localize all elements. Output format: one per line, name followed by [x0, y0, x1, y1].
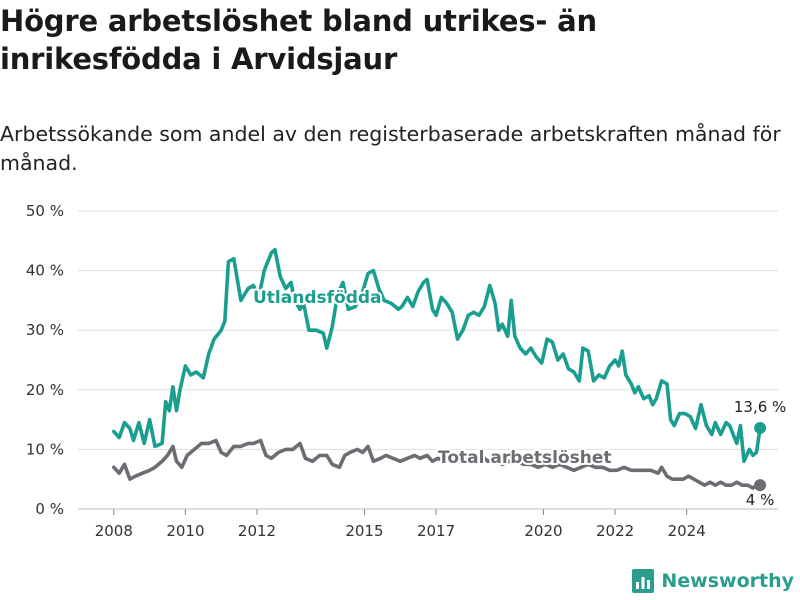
- chart-subtitle: Arbetssökande som andel av den registerb…: [0, 122, 781, 175]
- end-label-total: 4 %: [746, 491, 775, 509]
- brand-name: Newsworthy: [661, 570, 794, 592]
- y-tick-label: 30 %: [26, 321, 64, 339]
- y-tick-label: 40 %: [26, 262, 64, 280]
- y-tick-label: 20 %: [26, 381, 64, 399]
- x-tick-label: 2012: [238, 522, 276, 540]
- series-end-marker: [754, 421, 767, 434]
- series-layer: [112, 247, 767, 492]
- bar-chart-logo-icon: [632, 569, 655, 593]
- series-label-foreign-born-halo: Utlandsfödda: [253, 288, 382, 308]
- series-label-total: Total arbetslöshet: [438, 448, 612, 468]
- series-label-foreign-born: Utlandsfödda: [253, 288, 382, 308]
- x-tick-label: 2008: [95, 522, 133, 540]
- y-tick-label: 10 %: [26, 440, 64, 458]
- x-tick-label: 2010: [166, 522, 204, 540]
- y-tick-label: 50 %: [26, 202, 64, 220]
- series-line-foreign-born: [112, 247, 762, 464]
- x-axis: 2008 2010 2012 2015 2017 2020 2022 2024: [95, 509, 706, 540]
- y-tick-label: 0 %: [35, 500, 64, 518]
- end-label-foreign-born: 13,6 %: [734, 398, 786, 416]
- series-label-total-halo: Total arbetslöshet: [438, 448, 612, 468]
- x-tick-label: 2022: [596, 522, 634, 540]
- x-tick-label: 2015: [345, 522, 383, 540]
- x-tick-label: 2024: [668, 522, 706, 540]
- x-tick-label: 2020: [524, 522, 562, 540]
- line-chart: 0 % 10 % 20 % 30 % 40 % 50 % 2008 2010 2012 2015…: [26, 202, 788, 540]
- series-end-marker: [754, 479, 767, 492]
- newsworthy-logo: Newsworthy: [632, 569, 794, 593]
- chart-title: Högre arbetslöshet bland utrikes- än inr…: [0, 4, 597, 76]
- x-tick-label: 2017: [417, 522, 455, 540]
- end-label-total-halo: 4 %: [746, 491, 775, 509]
- end-label-foreign-born-halo: 13,6 %: [734, 398, 786, 416]
- series-line-total: [112, 438, 762, 490]
- y-axis: 0 % 10 % 20 % 30 % 40 % 50 %: [26, 202, 64, 518]
